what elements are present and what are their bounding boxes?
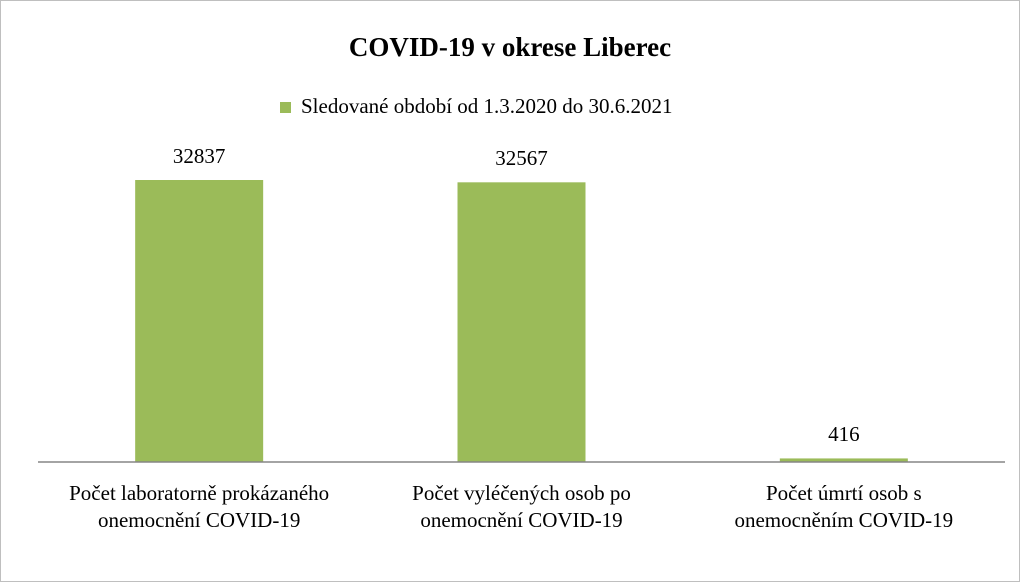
x-tick-label: Počet vyléčených osob po onemocnění COVI…: [412, 481, 631, 532]
legend-label: Sledované období od 1.3.2020 do 30.6.202…: [301, 94, 673, 118]
bar: [457, 182, 586, 462]
legend-swatch: [280, 102, 291, 113]
bar: [135, 180, 264, 462]
bar: [779, 458, 908, 462]
chart-title: COVID-19 v okrese Liberec: [349, 32, 671, 62]
value-label: 32837: [173, 144, 226, 168]
x-tick-label: Počet laboratorně prokázaného onemocnění…: [69, 481, 330, 532]
value-label: 32567: [495, 146, 548, 170]
x-tick-label: Počet úmrtí osob s onemocněním COVID-19: [734, 481, 954, 532]
value-label: 416: [828, 422, 860, 446]
